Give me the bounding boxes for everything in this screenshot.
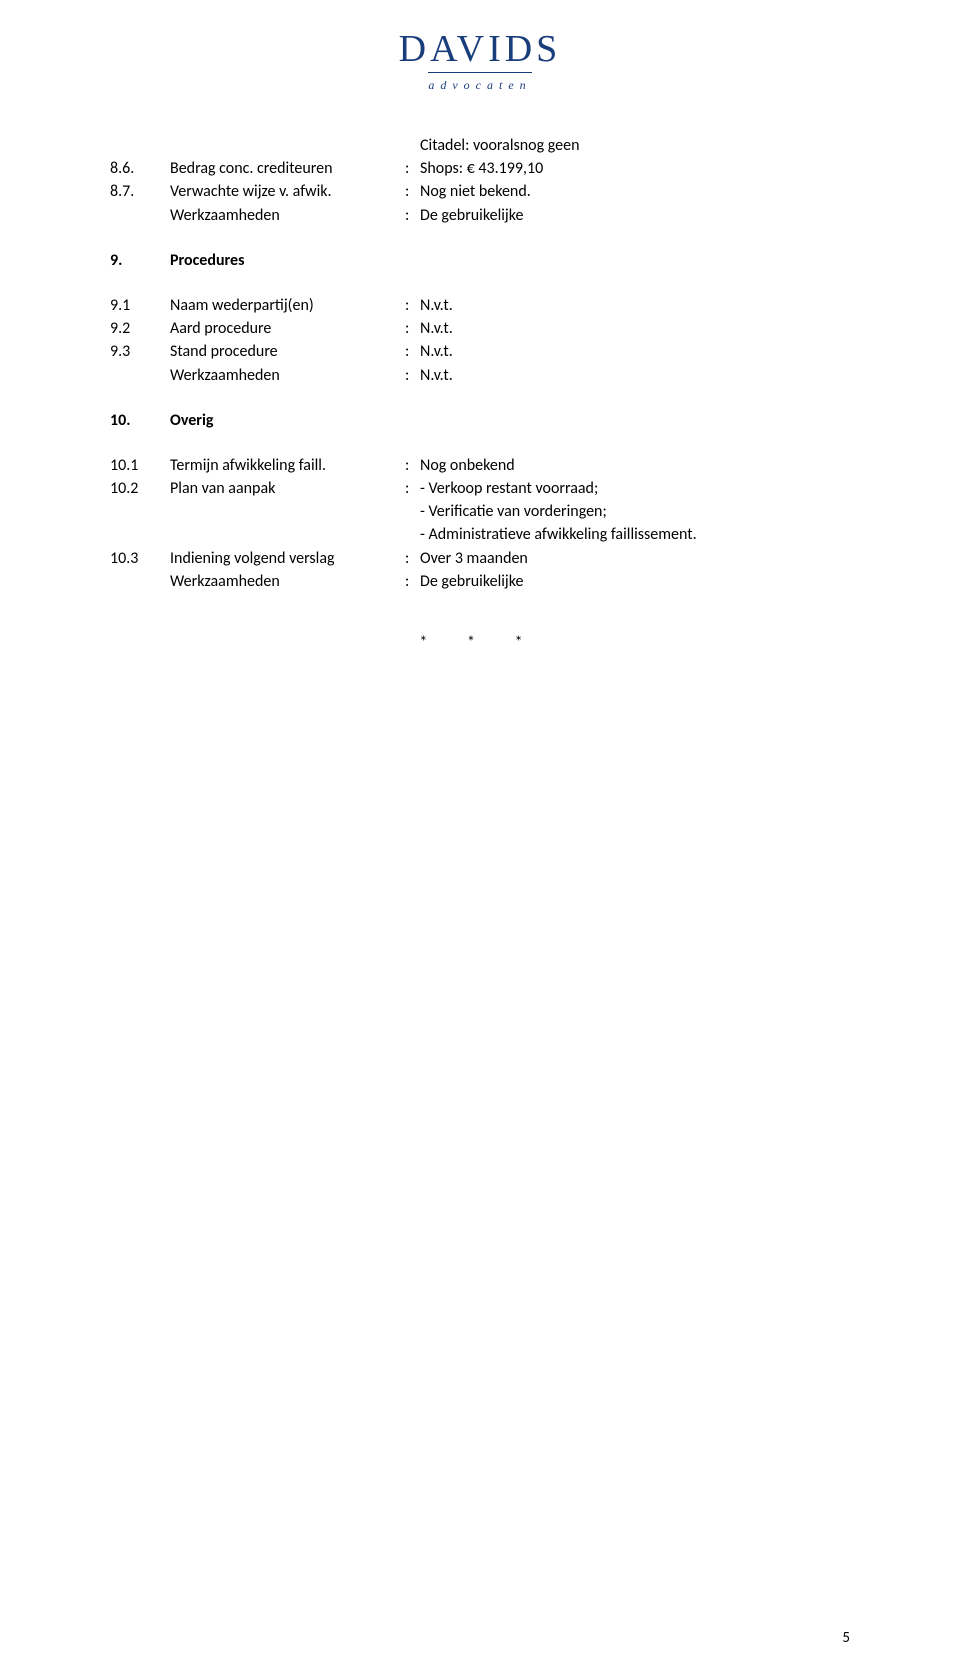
title-10: Overig (170, 409, 405, 432)
line-10-2: 10.2 Plan van aanpak : - Verkoop restant… (110, 477, 850, 500)
line-9-3: 9.3 Stand procedure : N.v.t. (110, 340, 850, 363)
label-8-6: Bedrag conc. crediteuren (170, 157, 405, 180)
end-stars: * * * (110, 633, 850, 652)
logo-main-text: DAVIDS (110, 30, 850, 68)
line-9-2: 9.2 Aard procedure : N.v.t. (110, 317, 850, 340)
num-8-7: 8.7. (110, 180, 170, 203)
line-8-6: 8.6. Bedrag conc. crediteuren : Shops: €… (110, 157, 850, 180)
num-9: 9. (110, 249, 170, 272)
num-10-2: 10.2 (110, 477, 170, 500)
label-9-3: Stand procedure (170, 340, 405, 363)
line-8-werk: Werkzaamheden : De gebruikelijke (110, 204, 850, 227)
title-9: Procedures (170, 249, 405, 272)
logo-block: DAVIDS advocaten (110, 30, 850, 94)
label-9-2: Aard procedure (170, 317, 405, 340)
line-10-1: 10.1 Termijn afwikkeling faill. : Nog on… (110, 454, 850, 477)
value-10-werk: De gebruikelijke (420, 570, 850, 593)
label-8-7: Verwachte wijze v. afwik. (170, 180, 405, 203)
value-9-werk: N.v.t. (420, 364, 850, 387)
num-8-6: 8.6. (110, 157, 170, 180)
document-page: DAVIDS advocaten Citadel: vooralsnog gee… (0, 0, 960, 692)
label-10-3: Indiening volgend verslag (170, 547, 405, 570)
line-10-3: 10.3 Indiening volgend verslag : Over 3 … (110, 547, 850, 570)
page-number: 5 (842, 1629, 850, 1647)
label-8-werk: Werkzaamheden (170, 204, 405, 227)
label-9-werk: Werkzaamheden (170, 364, 405, 387)
line-citadel: Citadel: vooralsnog geen (110, 134, 850, 157)
label-10-werk: Werkzaamheden (170, 570, 405, 593)
value-10-2a: - Verkoop restant voorraad; (420, 477, 850, 500)
line-9-werk: Werkzaamheden : N.v.t. (110, 364, 850, 387)
num-10-3: 10.3 (110, 547, 170, 570)
value-8-6: Shops: € 43.199,10 (420, 157, 850, 180)
num-10: 10. (110, 409, 170, 432)
value-10-2c: - Administratieve afwikkeling faillissem… (420, 523, 850, 546)
line-10-werk: Werkzaamheden : De gebruikelijke (110, 570, 850, 593)
label-10-2: Plan van aanpak (170, 477, 405, 500)
logo-sub-rule: advocaten (428, 72, 531, 94)
label-9-1: Naam wederpartij(en) (170, 294, 405, 317)
value-10-2b: - Verificatie van vorderingen; (420, 500, 850, 523)
label-10-1: Termijn afwikkeling faill. (170, 454, 405, 477)
value-8-7: Nog niet bekend. (420, 180, 850, 203)
value-9-3: N.v.t. (420, 340, 850, 363)
num-9-3: 9.3 (110, 340, 170, 363)
section-9-header: 9. Procedures (110, 249, 850, 272)
logo-sub-text: advocaten (428, 78, 531, 92)
value-10-1: Nog onbekend (420, 454, 850, 477)
value-9-1: N.v.t. (420, 294, 850, 317)
line-10-2b: - Verificatie van vorderingen; (110, 500, 850, 523)
section-10-header: 10. Overig (110, 409, 850, 432)
line-10-2c: - Administratieve afwikkeling faillissem… (110, 523, 850, 546)
line-8-7: 8.7. Verwachte wijze v. afwik. : Nog nie… (110, 180, 850, 203)
num-9-2: 9.2 (110, 317, 170, 340)
value-10-3: Over 3 maanden (420, 547, 850, 570)
num-10-1: 10.1 (110, 454, 170, 477)
citadel-value: Citadel: vooralsnog geen (420, 134, 850, 157)
value-8-werk: De gebruikelijke (420, 204, 850, 227)
num-9-1: 9.1 (110, 294, 170, 317)
value-9-2: N.v.t. (420, 317, 850, 340)
line-9-1: 9.1 Naam wederpartij(en) : N.v.t. (110, 294, 850, 317)
